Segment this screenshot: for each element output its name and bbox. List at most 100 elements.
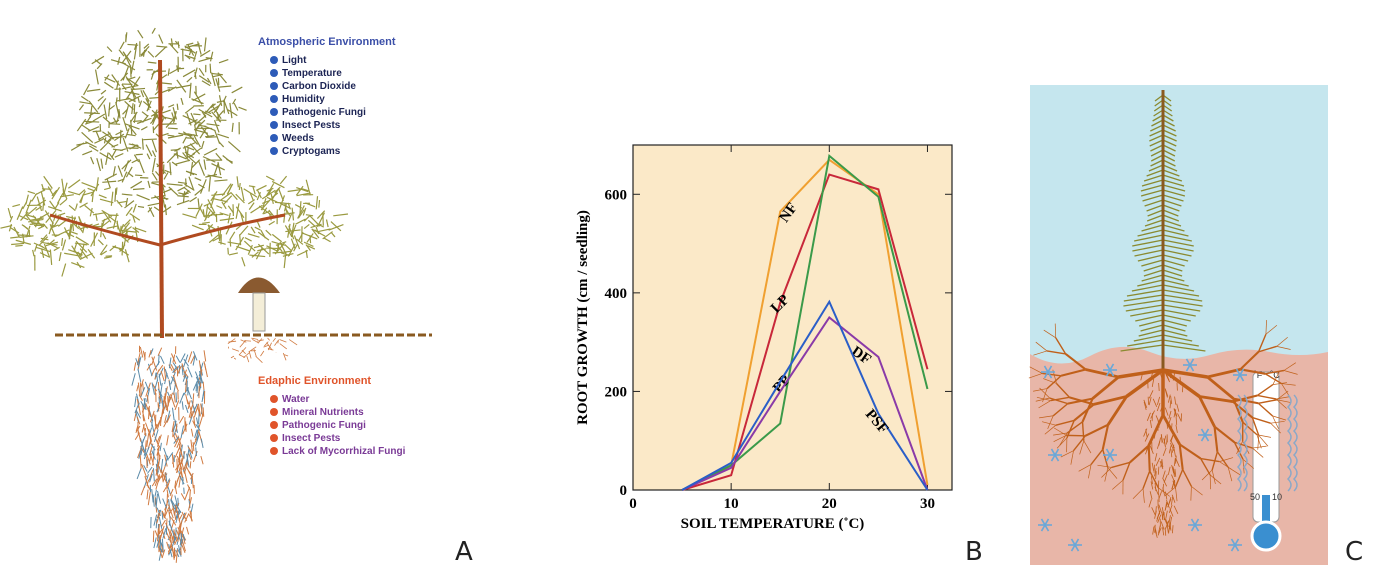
needle bbox=[100, 250, 108, 256]
root bbox=[1251, 417, 1260, 436]
needle bbox=[1143, 264, 1164, 272]
fine-root bbox=[1173, 409, 1177, 418]
root bbox=[1239, 351, 1260, 371]
needle bbox=[96, 63, 103, 70]
root bbox=[1190, 486, 1192, 501]
needle bbox=[1162, 119, 1175, 127]
needle bbox=[99, 152, 112, 160]
fine-root bbox=[1171, 423, 1173, 432]
needle bbox=[282, 252, 294, 257]
needle bbox=[115, 187, 118, 195]
root bbox=[1042, 372, 1062, 377]
needle bbox=[86, 88, 101, 92]
needle bbox=[40, 234, 48, 243]
needle bbox=[188, 48, 193, 56]
fine-root bbox=[1176, 403, 1180, 412]
needle bbox=[251, 251, 259, 258]
needle bbox=[1162, 169, 1180, 177]
root bbox=[165, 472, 168, 482]
fine-root bbox=[1164, 501, 1168, 510]
needle bbox=[116, 98, 130, 102]
root bbox=[143, 398, 147, 411]
root bbox=[1213, 425, 1236, 444]
needle bbox=[125, 32, 128, 42]
snowflake bbox=[1105, 363, 1115, 377]
needle bbox=[133, 44, 138, 60]
needle bbox=[36, 196, 43, 212]
root bbox=[191, 475, 194, 489]
needle bbox=[1150, 154, 1164, 162]
needle bbox=[194, 188, 203, 196]
needle bbox=[118, 248, 130, 256]
needle bbox=[214, 130, 221, 144]
root bbox=[1211, 451, 1219, 471]
root bbox=[148, 428, 153, 442]
root bbox=[158, 396, 161, 405]
needle bbox=[104, 173, 118, 181]
root bbox=[157, 381, 160, 396]
root bbox=[161, 538, 164, 553]
needle bbox=[222, 155, 233, 164]
needle bbox=[262, 200, 270, 204]
needle bbox=[138, 158, 145, 174]
root bbox=[189, 404, 194, 411]
needle bbox=[130, 88, 137, 98]
needle bbox=[1149, 134, 1164, 142]
root bbox=[1073, 403, 1095, 422]
root bbox=[158, 534, 161, 549]
fine-root bbox=[1161, 459, 1164, 468]
needle bbox=[1162, 209, 1179, 217]
root bbox=[158, 546, 163, 558]
fine-root bbox=[1172, 525, 1174, 534]
needle bbox=[130, 180, 143, 189]
needle bbox=[119, 41, 125, 50]
root bbox=[1175, 486, 1178, 502]
needle bbox=[122, 85, 138, 90]
needle bbox=[194, 71, 197, 80]
root bbox=[202, 407, 205, 417]
needle bbox=[1162, 224, 1185, 232]
root bbox=[155, 498, 157, 509]
root bbox=[1233, 441, 1244, 460]
root bbox=[156, 448, 161, 458]
needle bbox=[284, 225, 293, 238]
needle bbox=[136, 194, 150, 201]
root bbox=[149, 410, 155, 423]
root bbox=[180, 493, 186, 501]
needle bbox=[1162, 134, 1177, 142]
root bbox=[139, 454, 142, 469]
root bbox=[192, 393, 195, 404]
needle bbox=[60, 194, 74, 198]
needle bbox=[151, 113, 157, 122]
root bbox=[161, 469, 164, 483]
needle bbox=[51, 189, 58, 197]
fine-root bbox=[1173, 457, 1176, 466]
needle bbox=[137, 96, 140, 104]
mycelium bbox=[241, 349, 246, 355]
root bbox=[187, 351, 193, 363]
needle bbox=[1146, 169, 1164, 177]
y-axis-title: ROOT GROWTH (cm / seedling) bbox=[575, 210, 591, 425]
root bbox=[147, 466, 153, 474]
needle bbox=[191, 98, 204, 105]
needle bbox=[99, 138, 112, 151]
mycelium bbox=[227, 338, 236, 344]
needle bbox=[204, 134, 215, 138]
needle bbox=[192, 147, 202, 155]
mycelium bbox=[264, 341, 269, 347]
root bbox=[154, 474, 161, 487]
root bbox=[155, 461, 160, 476]
needle bbox=[1162, 244, 1194, 252]
needle bbox=[244, 237, 252, 242]
needle bbox=[104, 74, 110, 81]
needle bbox=[79, 101, 92, 105]
needle bbox=[185, 146, 195, 151]
needle bbox=[162, 188, 173, 194]
root bbox=[162, 528, 167, 539]
needle bbox=[1141, 274, 1164, 282]
root bbox=[153, 537, 157, 549]
root bbox=[162, 473, 169, 487]
needle bbox=[42, 197, 45, 211]
needle bbox=[235, 193, 245, 204]
root bbox=[1281, 383, 1296, 386]
